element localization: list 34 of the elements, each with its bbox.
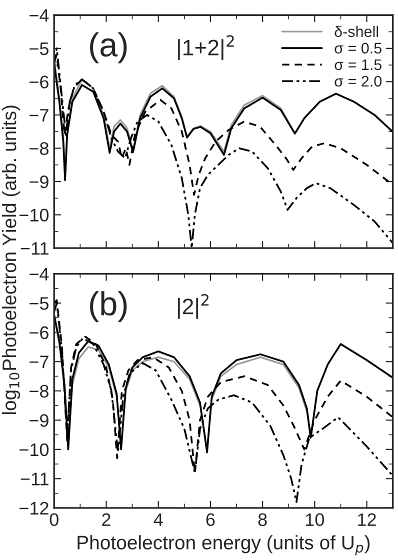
legend-label: σ = 0.5 [334,42,382,54]
y-tick-label: −5 [30,42,49,56]
y-tick-label: −4 [30,9,49,22]
y-tick-label: −6 [30,326,48,340]
x-tick-label: 4 [154,513,163,526]
y-tick-label: −9 [30,175,48,188]
y-tick-label: −9 [30,414,48,427]
legend-label: σ = 1.5 [334,59,382,70]
x-tick-label: 8 [258,513,267,526]
y-tick-label: −5 [30,297,49,310]
y-tick-label: −10 [20,443,49,456]
y-tick-label: −12 [20,502,48,514]
y-tick-label: −7 [30,356,48,368]
y-tick-label: −6 [30,76,48,88]
annotation: (b) [90,291,127,322]
y-tick-label: −8 [30,384,48,398]
annotation: (a) [90,32,127,64]
x-axis-title: Photoelectron energy (units of U$_{p}$) [78,535,370,556]
x-tick-label: 12 [358,513,376,526]
y-tick-label: −10 [20,208,49,222]
y-axis-title: log$_{10}$Photoelectron Yield (arb. units) [2,106,20,414]
x-tick-label: 2 [102,513,110,526]
annotation: |1+2|$^{2}$ [178,35,234,60]
y-tick-label: −7 [30,109,48,122]
y-tick-label: −4 [30,268,49,280]
y-tick-label: −11 [20,242,48,255]
x-tick-label: 10 [306,513,324,526]
legend-label: σ = 2.0 [334,76,382,87]
legend-label: δ-shell [334,26,378,38]
x-tick-label: 0 [50,513,58,526]
x-tick-label: 6 [206,513,215,526]
y-tick-label: −8 [30,142,48,155]
annotation: |2|$^{2}$ [178,294,209,319]
y-tick-label: −11 [20,472,48,486]
